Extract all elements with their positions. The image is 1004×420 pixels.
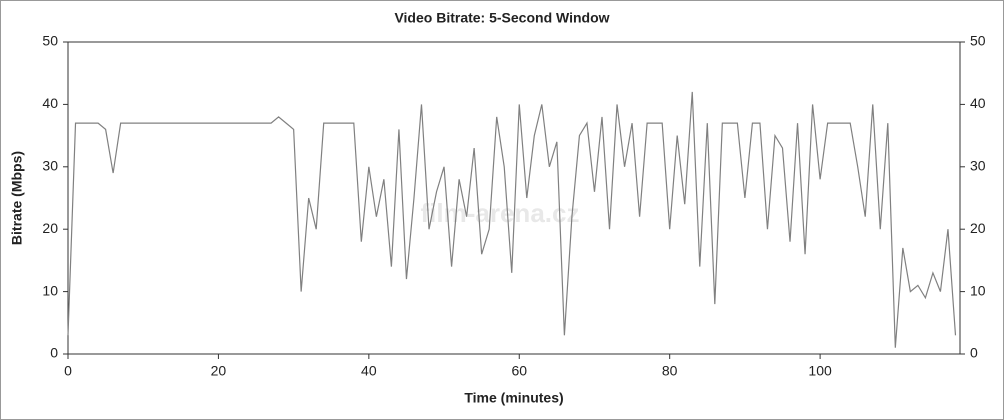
series-line bbox=[67, 91, 957, 348]
chart-title: Video Bitrate: 5-Second Window bbox=[394, 10, 609, 26]
x-tick-label: 100 bbox=[808, 363, 832, 379]
y-tick-label: 30 bbox=[42, 158, 58, 174]
x-tick-label: 40 bbox=[361, 363, 377, 379]
y-tick-label: 20 bbox=[42, 220, 58, 236]
y2-tick-label: 0 bbox=[970, 345, 978, 361]
x-tick-label: 0 bbox=[64, 363, 72, 379]
x-axis-label: Time (minutes) bbox=[464, 390, 563, 406]
x-tick-label: 60 bbox=[511, 363, 527, 379]
y2-tick-label: 20 bbox=[970, 220, 986, 236]
y-tick-label: 0 bbox=[50, 345, 58, 361]
y-axis-label: Bitrate (Mbps) bbox=[9, 151, 25, 245]
plot-border bbox=[67, 41, 961, 355]
watermark: film-arena.cz bbox=[421, 198, 580, 228]
y-tick-label: 50 bbox=[42, 33, 58, 49]
x-tick-label: 20 bbox=[211, 363, 227, 379]
y2-tick-label: 40 bbox=[970, 95, 986, 111]
y2-tick-label: 30 bbox=[970, 158, 986, 174]
y2-tick-label: 50 bbox=[970, 33, 986, 49]
y2-tick-label: 10 bbox=[970, 282, 986, 298]
y-tick-label: 40 bbox=[42, 95, 58, 111]
x-tick-label: 80 bbox=[662, 363, 678, 379]
y-tick-label: 10 bbox=[42, 282, 58, 298]
